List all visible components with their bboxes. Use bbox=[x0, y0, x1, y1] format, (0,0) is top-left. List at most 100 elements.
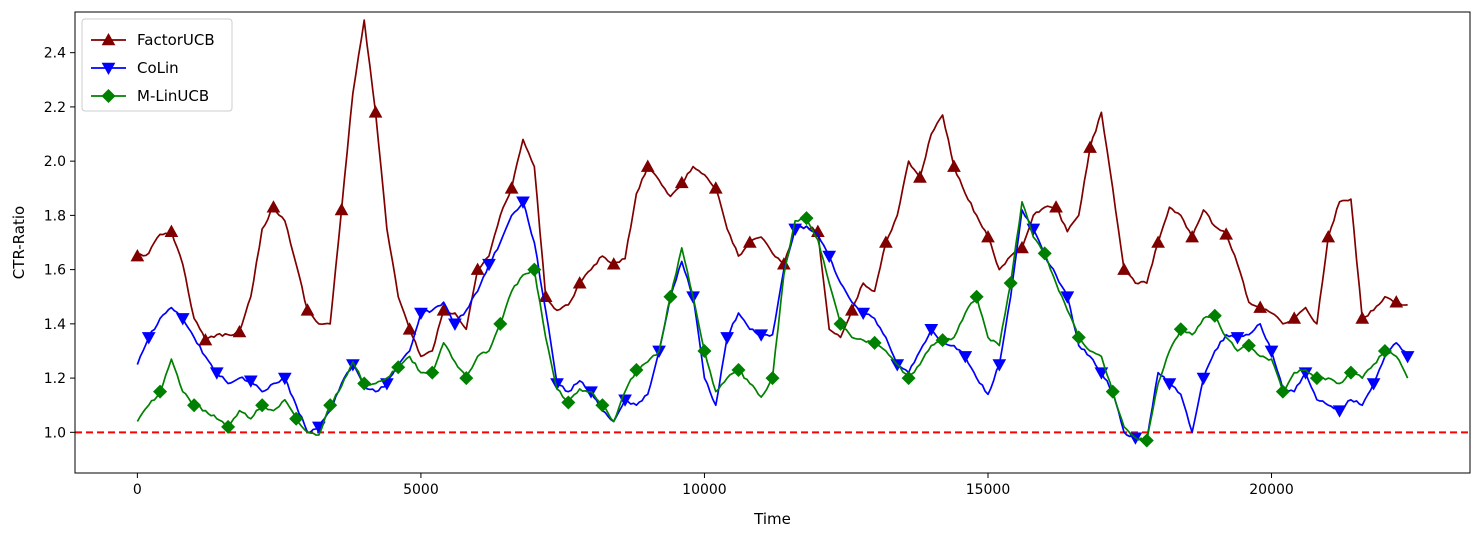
data-point-factorucb bbox=[913, 170, 927, 183]
data-point-factorucb bbox=[1321, 230, 1336, 243]
data-point-m-linucb bbox=[663, 289, 678, 304]
data-point-colin bbox=[277, 372, 292, 386]
data-point-factorucb bbox=[504, 181, 519, 194]
data-point-factorucb bbox=[300, 303, 315, 316]
x-tick-label: 20000 bbox=[1249, 482, 1294, 498]
data-point-m-linucb bbox=[697, 343, 712, 358]
data-point-colin bbox=[209, 367, 224, 380]
data-point-factorucb bbox=[1253, 300, 1268, 313]
data-point-colin bbox=[448, 318, 462, 331]
data-point-colin bbox=[482, 258, 496, 272]
data-point-colin bbox=[1060, 291, 1075, 304]
data-point-m-linucb bbox=[527, 262, 542, 277]
data-point-factorucb bbox=[606, 257, 621, 270]
data-point-m-linucb bbox=[1105, 384, 1120, 399]
data-point-m-linucb bbox=[289, 411, 304, 426]
legend-marker bbox=[101, 32, 116, 46]
legend-label: FactorUCB bbox=[137, 31, 215, 49]
y-tick-label: 2.4 bbox=[44, 46, 66, 62]
x-tick-label: 10000 bbox=[682, 482, 727, 498]
data-point-factorucb bbox=[674, 175, 689, 189]
data-point-colin bbox=[856, 307, 871, 321]
data-point-factorucb bbox=[947, 159, 961, 172]
data-point-factorucb bbox=[1151, 235, 1165, 248]
data-point-factorucb bbox=[1287, 311, 1302, 324]
data-point-colin bbox=[1162, 378, 1177, 391]
data-point-m-linucb bbox=[357, 376, 372, 391]
data-point-factorucb bbox=[1117, 262, 1131, 275]
data-point-factorucb bbox=[742, 235, 757, 248]
axis-layer: 0 5000 10000 15000 20000 1.0 1.2 1.4 1.6 1.8 2.0 2.… bbox=[44, 46, 1294, 498]
data-point-factorucb bbox=[130, 249, 145, 262]
data-point-m-linucb bbox=[1207, 308, 1222, 323]
legend-marker bbox=[101, 62, 116, 76]
data-point-colin bbox=[1366, 378, 1381, 391]
data-point-m-linucb bbox=[255, 398, 270, 413]
data-point-colin bbox=[550, 378, 564, 391]
series-m-linucb bbox=[136, 200, 1409, 448]
data-point-factorucb bbox=[1015, 240, 1029, 254]
data-point-m-linucb bbox=[969, 289, 984, 304]
legend-marker bbox=[101, 88, 116, 104]
data-point-factorucb bbox=[1219, 227, 1234, 240]
legend-item-m-linucb: M-LinUCB bbox=[91, 87, 209, 105]
data-point-m-linucb bbox=[493, 316, 508, 331]
y-axis-label: CTR-Ratio bbox=[10, 206, 28, 279]
data-point-colin bbox=[1264, 345, 1279, 359]
data-point-m-linucb bbox=[1003, 276, 1018, 291]
data-point-factorucb bbox=[402, 322, 417, 335]
x-tick-label: 15000 bbox=[966, 482, 1011, 498]
data-point-m-linucb bbox=[221, 419, 236, 434]
data-point-colin bbox=[243, 375, 258, 388]
data-point-colin bbox=[754, 329, 769, 342]
data-point-factorucb bbox=[1389, 295, 1404, 308]
series-factorucb bbox=[130, 19, 1408, 358]
data-point-m-linucb bbox=[629, 362, 644, 377]
series-line-factorucb bbox=[136, 19, 1408, 358]
data-point-factorucb bbox=[368, 105, 383, 118]
data-point-m-linucb bbox=[391, 360, 406, 375]
data-point-m-linucb bbox=[1309, 371, 1324, 386]
legend-box bbox=[81, 18, 233, 112]
data-point-factorucb bbox=[708, 181, 723, 194]
data-point-m-linucb bbox=[459, 371, 474, 386]
legend-label: M-LinUCB bbox=[137, 87, 209, 105]
data-point-m-linucb bbox=[1343, 365, 1358, 380]
data-point-colin bbox=[992, 359, 1007, 372]
data-point-m-linucb bbox=[1275, 384, 1290, 399]
data-point-colin bbox=[822, 250, 837, 264]
y-tick-label: 1.8 bbox=[44, 208, 66, 224]
data-point-factorucb bbox=[1185, 230, 1199, 243]
data-point-factorucb bbox=[232, 324, 247, 338]
legend-label: CoLin bbox=[137, 59, 179, 77]
data-point-m-linucb bbox=[799, 211, 814, 226]
data-point-factorucb bbox=[470, 262, 485, 275]
data-point-colin bbox=[1196, 372, 1211, 386]
series-layer bbox=[130, 19, 1415, 448]
x-axis-label: Time bbox=[753, 510, 791, 528]
data-point-factorucb bbox=[981, 230, 995, 243]
data-point-m-linucb bbox=[1071, 330, 1086, 345]
data-point-factorucb bbox=[1083, 140, 1097, 153]
data-point-factorucb bbox=[879, 235, 893, 248]
y-tick-label: 1.0 bbox=[44, 425, 66, 441]
data-point-colin bbox=[1094, 367, 1109, 380]
y-tick-label: 1.4 bbox=[44, 317, 66, 333]
data-point-colin bbox=[141, 332, 156, 345]
y-tick-label: 2.0 bbox=[44, 154, 66, 170]
data-point-colin bbox=[175, 313, 190, 326]
data-point-colin bbox=[1230, 332, 1245, 345]
data-point-m-linucb bbox=[595, 398, 610, 413]
data-point-factorucb bbox=[845, 303, 859, 316]
x-tick-label: 0 bbox=[133, 482, 142, 498]
legend: FactorUCB CoLin M-LinUCB bbox=[81, 18, 233, 112]
legend-item-colin: CoLin bbox=[91, 59, 179, 77]
data-point-colin bbox=[958, 351, 973, 364]
data-point-factorucb bbox=[436, 303, 451, 316]
data-point-m-linucb bbox=[1139, 433, 1154, 448]
data-point-colin bbox=[346, 359, 360, 372]
data-point-m-linucb bbox=[561, 395, 576, 410]
x-tick-label: 5000 bbox=[403, 482, 439, 498]
